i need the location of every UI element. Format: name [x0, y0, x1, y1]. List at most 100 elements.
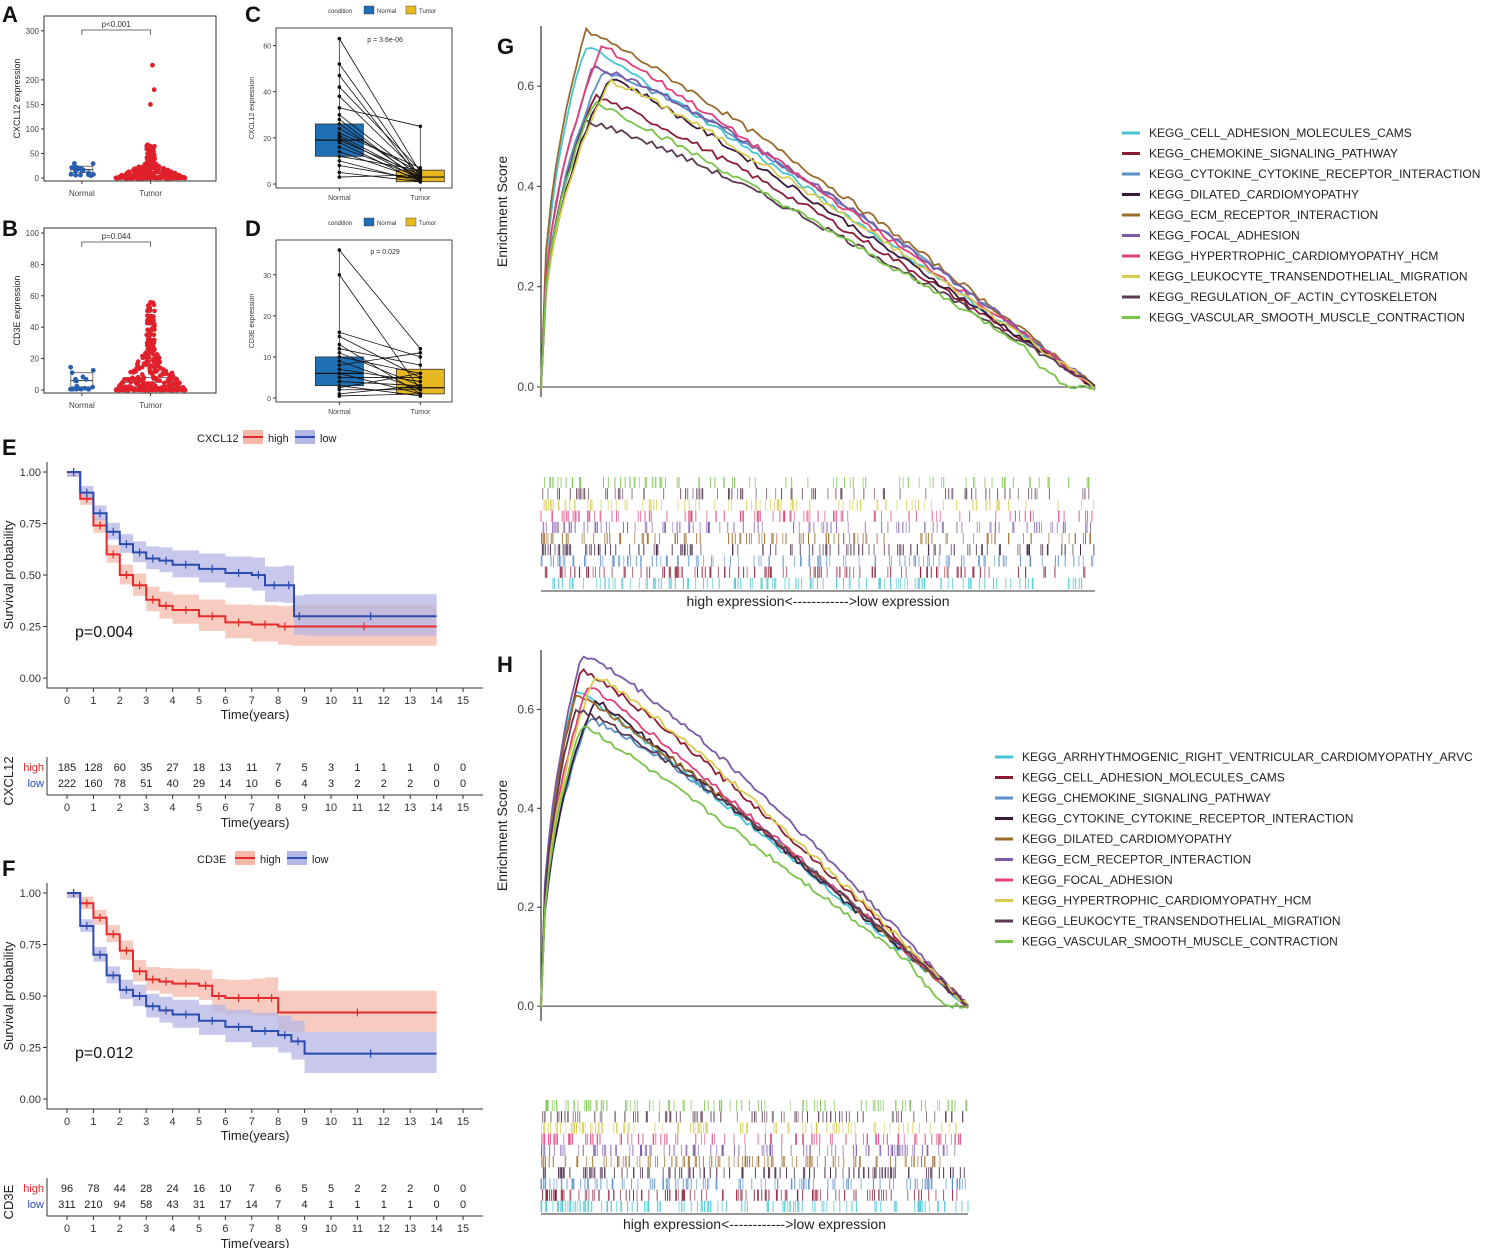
p-value-label: p=0.004 — [75, 624, 133, 641]
pair-point-normal — [337, 94, 342, 99]
x-tick-label: 6 — [222, 695, 228, 707]
y-tick-label: 0 — [35, 174, 40, 183]
data-point-tumor — [148, 300, 154, 306]
risk-count: 10 — [219, 1183, 231, 1195]
data-point-tumor — [166, 377, 171, 382]
data-point-tumor — [119, 381, 124, 386]
enrichment-curve — [540, 118, 1096, 387]
legend-label-low: low — [320, 433, 337, 445]
risk-count: 16 — [193, 1183, 205, 1195]
risk-x-tick-label: 7 — [249, 1223, 255, 1235]
y-tick-label: 300 — [26, 27, 40, 36]
pair-point-normal — [337, 170, 342, 175]
pair-line — [339, 155, 421, 171]
risk-count: 14 — [246, 1199, 258, 1211]
data-point-tumor — [143, 362, 149, 368]
data-point-normal — [90, 161, 96, 167]
panel-D: condition Normal Tumor 0 10 20 30 CD3E expressi… — [249, 217, 453, 416]
risk-count: 7 — [275, 1199, 281, 1211]
data-point-tumor — [126, 169, 132, 174]
legend-label: KEGG_CYTOKINE_CYTOKINE_RECEPTOR_INTERACT… — [1149, 167, 1480, 181]
y-tick-label: 40 — [30, 323, 39, 332]
y-tick-label: 20 — [30, 355, 39, 364]
pair-point-tumor — [418, 392, 423, 396]
panel-label-H: H — [497, 652, 513, 677]
significance-bracket — [81, 29, 152, 35]
data-point-tumor — [130, 375, 135, 381]
risk-count: 2 — [354, 1183, 360, 1195]
pair-point-normal — [337, 367, 342, 372]
data-point-normal — [73, 376, 78, 382]
data-point-tumor — [161, 165, 166, 171]
plot-frame — [275, 239, 453, 403]
legend-label: KEGG_CELL_ADHESION_MOLECULES_CAMS — [1022, 771, 1285, 785]
risk-x-tick-label: 1 — [90, 1223, 96, 1235]
pair-line — [339, 331, 421, 358]
data-point-tumor-outlier — [147, 102, 153, 107]
x-tick-label: 4 — [170, 695, 176, 707]
x-tick-label: 8 — [275, 1116, 281, 1128]
data-point-tumor — [147, 157, 153, 162]
x-tick-label: 2 — [117, 695, 123, 707]
data-point-tumor — [155, 167, 161, 172]
data-point-normal — [73, 386, 79, 392]
y-tick-label: 1.00 — [20, 467, 41, 479]
risk-count: 0 — [460, 762, 466, 774]
legend-label: KEGG_VASCULAR_SMOOTH_MUSCLE_CONTRACTION — [1022, 935, 1338, 949]
pair-point-tumor — [418, 172, 423, 177]
legend-swatch-tumor — [405, 217, 417, 227]
risk-count: 43 — [166, 1199, 178, 1211]
x-tick-label: 1 — [90, 1116, 96, 1128]
legend-title: CXCL12 — [197, 433, 239, 445]
y-tick-label: 0.25 — [20, 1043, 41, 1055]
risk-count: 311 — [58, 1199, 76, 1211]
legend-label-normal: Normal — [377, 221, 396, 227]
data-point-tumor — [137, 377, 143, 383]
risk-x-tick-label: 2 — [117, 1223, 123, 1235]
data-point-tumor — [150, 317, 155, 322]
pair-line — [339, 146, 421, 178]
risk-x-tick-label: 13 — [404, 1223, 416, 1235]
p-value-label: p=0.012 — [75, 1045, 133, 1062]
y-tick-label: 40 — [263, 90, 271, 97]
enrichment-curve — [540, 78, 1096, 391]
risk-x-tick-label: 10 — [325, 1223, 337, 1235]
risk-count: 5 — [328, 1183, 334, 1195]
legend-label: KEGG_REGULATION_OF_ACTIN_CYTOSKELETON — [1149, 290, 1437, 304]
risk-x-tick-label: 9 — [302, 802, 308, 814]
risk-count: 78 — [114, 778, 126, 790]
significance-bracket — [81, 241, 152, 247]
risk-x-tick-label: 8 — [275, 1223, 281, 1235]
y-tick-label: 0.25 — [20, 622, 41, 634]
data-point-tumor — [165, 167, 171, 173]
panel-B: 0 20 40 60 80 100 CD3E expression Normal Tumor p=… — [12, 227, 217, 410]
y-tick-label: 20 — [263, 136, 271, 143]
risk-count: 13 — [219, 762, 231, 774]
risk-count: 2 — [407, 778, 413, 790]
risk-count: 3 — [328, 778, 334, 790]
data-point-tumor — [133, 170, 138, 175]
pair-point-normal — [337, 159, 342, 163]
risk-count: 0 — [460, 1199, 466, 1211]
risk-row-label-low: low — [27, 1199, 44, 1211]
pair-point-normal — [337, 363, 342, 367]
x-tick-label: 0 — [64, 1116, 70, 1128]
risk-count: 1 — [328, 1199, 334, 1211]
risk-x-tick-label: 1 — [90, 802, 96, 814]
y-tick-label: 0.2 — [517, 280, 534, 294]
x-tick-label: 7 — [249, 1116, 255, 1128]
data-point-normal — [83, 376, 89, 382]
pair-point-tumor — [418, 168, 423, 172]
risk-count: 27 — [166, 762, 178, 774]
data-point-tumor — [177, 175, 183, 180]
pair-line — [339, 368, 421, 382]
pair-point-normal — [337, 154, 342, 159]
panel-label-D: D — [245, 216, 261, 241]
data-point-tumor — [152, 308, 157, 314]
x-tick-label: 1 — [90, 695, 96, 707]
p-value-label: p=0.044 — [102, 232, 132, 241]
pair-point-normal — [337, 163, 342, 168]
risk-count: 3 — [328, 762, 334, 774]
